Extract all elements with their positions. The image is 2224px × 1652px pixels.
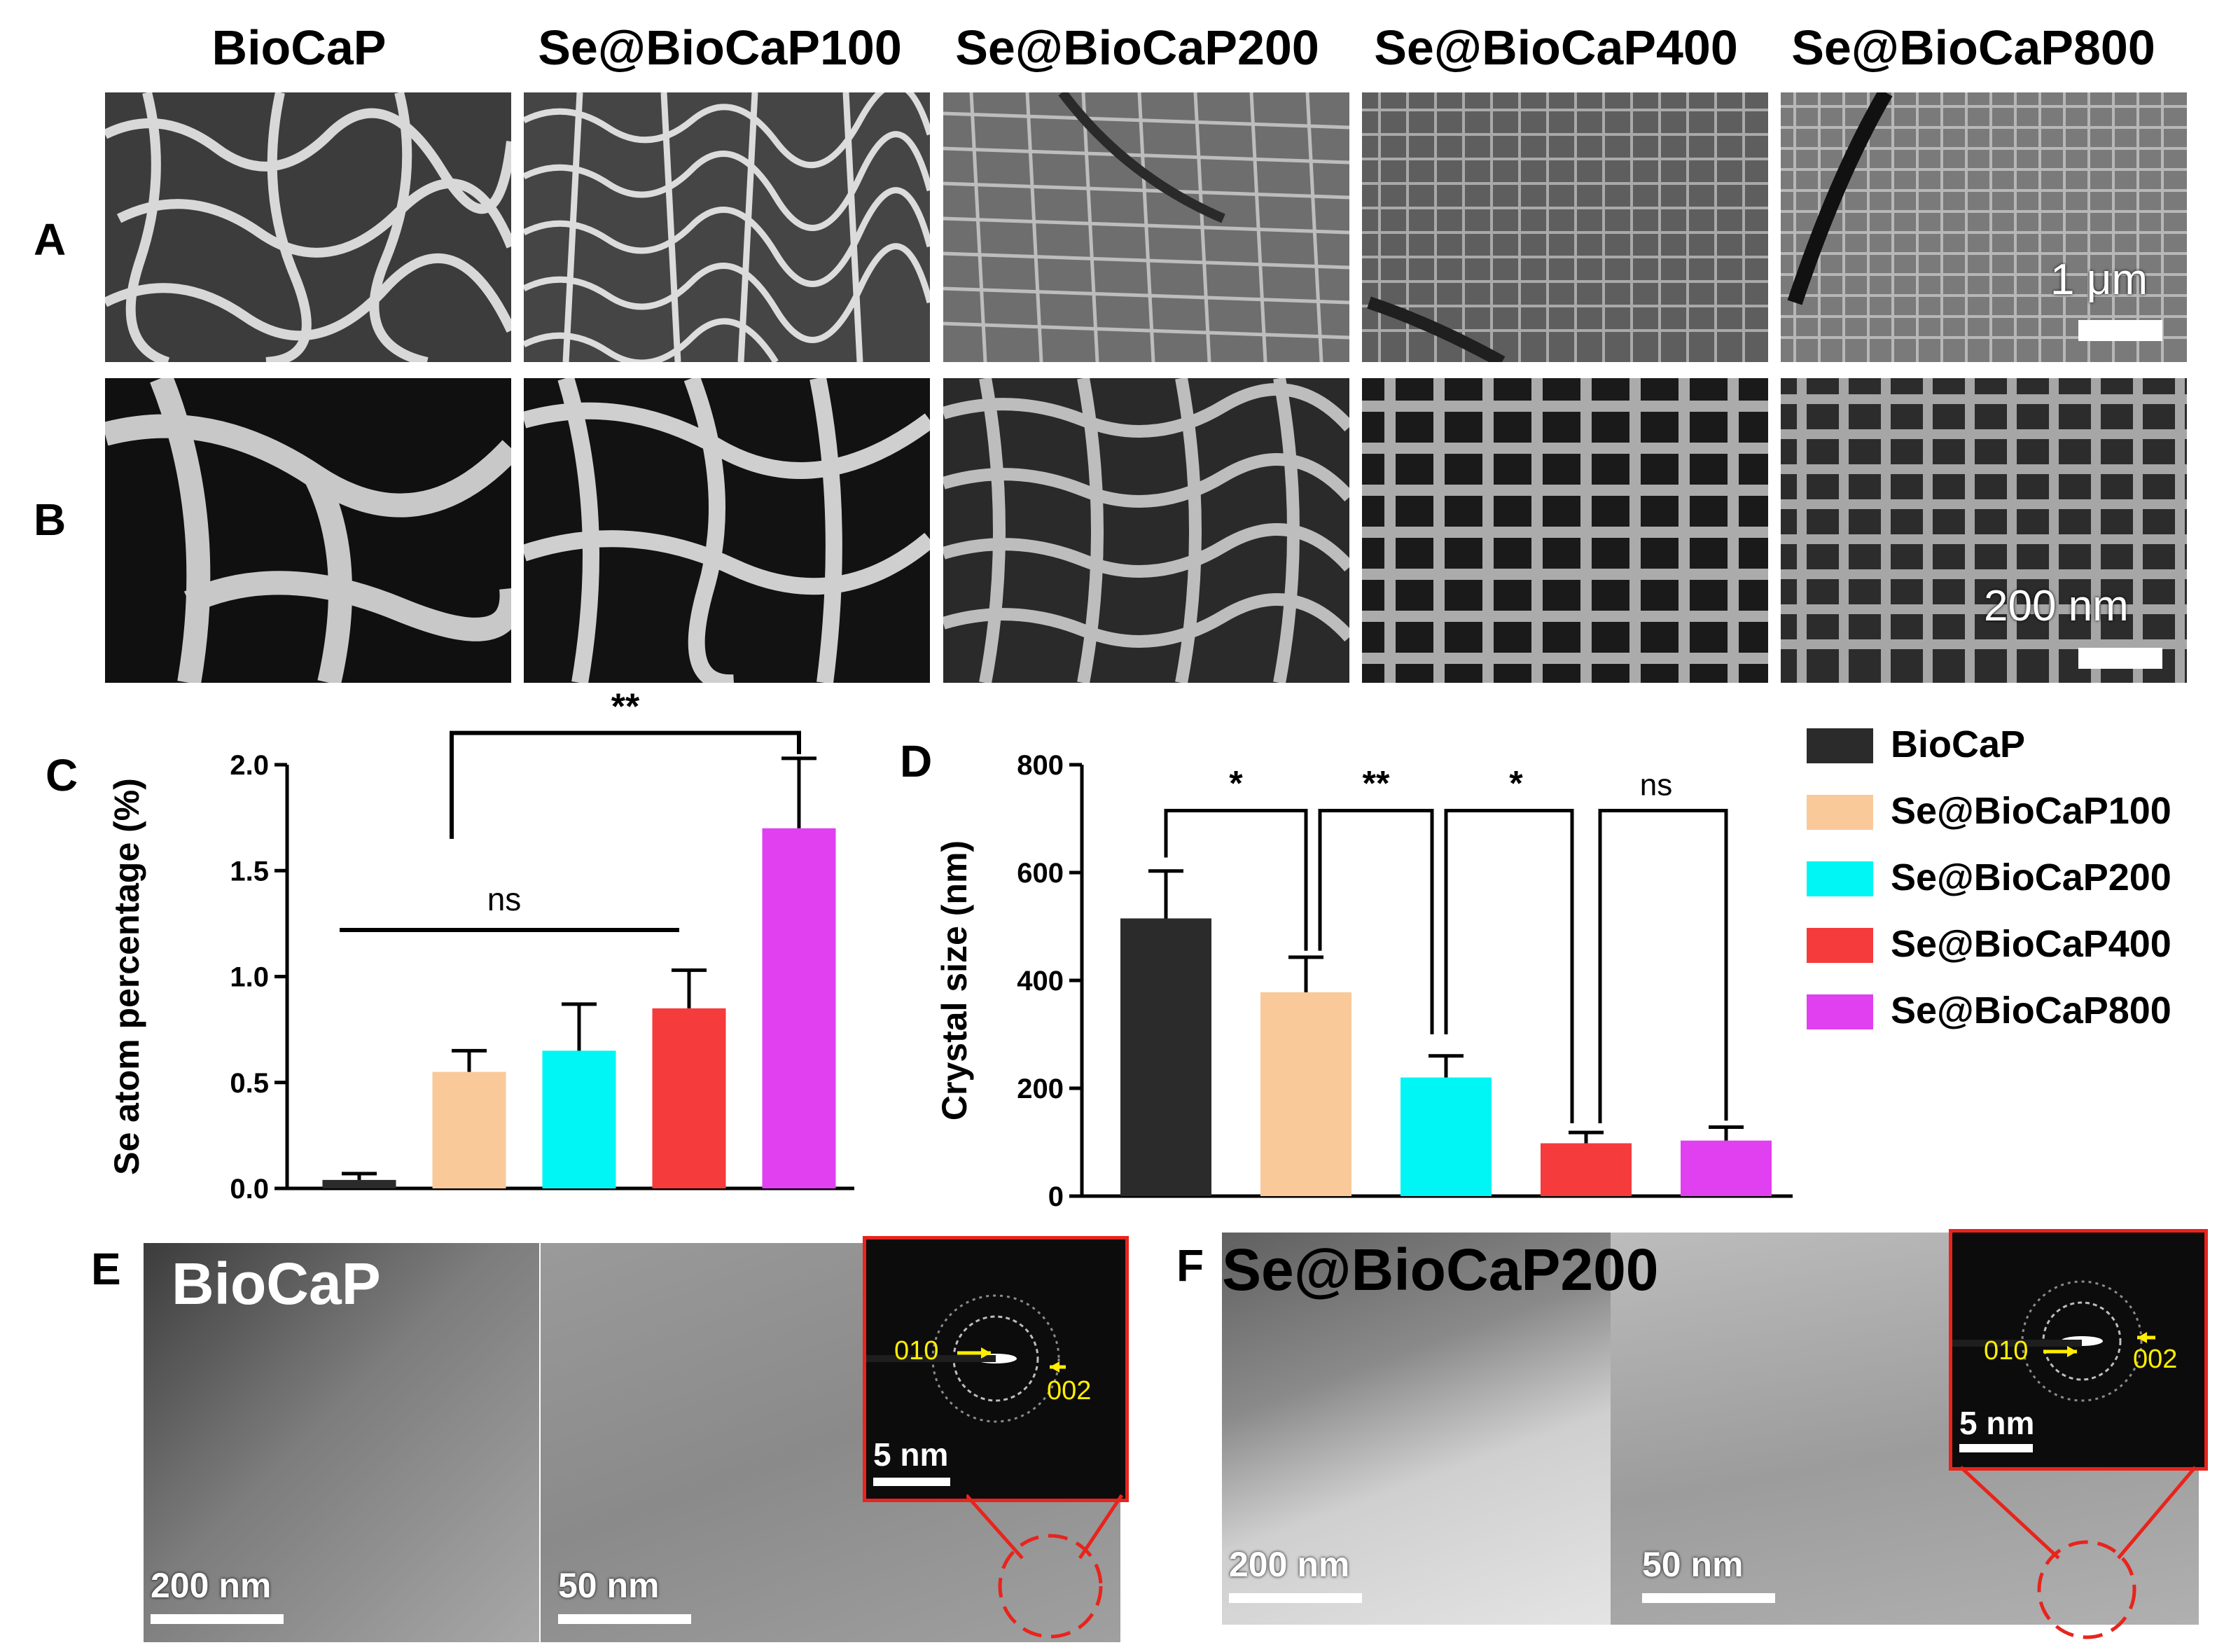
scale-label-e-right: 50 nm [558, 1566, 660, 1605]
legend-swatch-se200 [1807, 861, 1873, 896]
inset-f-scale-label: 5 nm [1959, 1405, 2035, 1441]
scale-label-a: 1 μm [2050, 256, 2148, 304]
y-tick-label: 2.0 [230, 750, 269, 781]
legend-swatch-se400 [1807, 928, 1873, 963]
panel-e-title: BioCaP [172, 1251, 381, 1317]
legend-label-se800: Se@BioCaP800 [1891, 990, 2171, 1032]
legend-label-biocap: BioCaP [1891, 723, 2026, 765]
sem-image-b-se200 [943, 378, 1349, 683]
sig-bracket-2 [1318, 808, 1434, 1034]
scale-label-e-left: 200 nm [151, 1566, 272, 1605]
scale-bar-b [2078, 648, 2162, 669]
chart-c: 0.0 0.5 1.0 1.5 2.0 Se atom percentage (%) ns *… [107, 687, 854, 1205]
panel-f-title: Se@BioCaP200 [1222, 1237, 1659, 1303]
y-axis-label: Crystal size (nm) [935, 840, 974, 1120]
inset-f-label-010: 010 [1984, 1336, 2029, 1366]
tem-image-f-low: 200 nm [1222, 1233, 1611, 1625]
y-tick-label: 0.5 [230, 1068, 269, 1099]
bar-Se@BioCaP800 [762, 828, 836, 1188]
zoom-marker-e [966, 1494, 1124, 1639]
double-star-annotation: ** [611, 687, 640, 728]
scale-label-b: 200 nm [1984, 582, 2129, 630]
annotation-3: * [1509, 763, 1523, 803]
saed-inset-f: 010 002 5 nm [1949, 1229, 2208, 1471]
inset-e-label-002: 002 [1047, 1376, 1092, 1405]
inset-e-label-010: 010 [894, 1336, 939, 1366]
inset-f-label-002: 002 [2133, 1345, 2178, 1374]
scale-bar-e-right [558, 1614, 691, 1624]
y-tick-label: 600 [1017, 858, 1064, 889]
column-title-se400: Se@BioCaP400 [1374, 20, 1738, 75]
saed-inset-e: 010 002 5 nm [863, 1236, 1129, 1502]
column-title-se100: Se@BioCaP100 [538, 20, 902, 75]
bar-Se@BioCaP200 [1401, 1077, 1492, 1196]
sig-bracket-double-star [450, 730, 801, 839]
column-title-se800: Se@BioCaP800 [1791, 20, 2155, 75]
annotation-2: ** [1363, 763, 1390, 803]
column-title-se200: Se@BioCaP200 [955, 20, 1319, 75]
inset-e-scale-bar [873, 1478, 950, 1486]
sem-image-a-se400 [1362, 92, 1768, 362]
sem-image-b-biocap [105, 378, 511, 683]
annotation-4: ns [1640, 768, 1672, 802]
sem-image-a-biocap [105, 92, 511, 362]
bar-Se@BioCaP200 [542, 1050, 616, 1188]
panel-letter-e: E [91, 1244, 121, 1294]
bar-Se@BioCaP400 [1541, 1143, 1632, 1196]
sem-image-a-se200 [943, 92, 1349, 362]
legend-label-se200: Se@BioCaP200 [1891, 856, 2171, 898]
y-tick-label: 800 [1017, 750, 1064, 781]
legend-swatch-se100 [1807, 795, 1873, 830]
sig-bracket-3 [1444, 808, 1574, 1124]
sem-image-a-se800: 1 μm [1781, 92, 2187, 362]
legend-swatch-se800 [1807, 994, 1873, 1029]
scale-bar-e-left [151, 1614, 284, 1624]
bar-Se@BioCaP100 [1260, 992, 1351, 1196]
legend-label-se100: Se@BioCaP100 [1891, 790, 2171, 832]
column-title-biocap: BioCaP [211, 20, 387, 75]
sig-bracket-4 [1598, 808, 1728, 1124]
panel-letter-c: C [46, 750, 78, 800]
y-axis-label: Se atom percentage (%) [107, 778, 146, 1175]
zoom-marker-f [1961, 1466, 2197, 1639]
y-tick-label: 400 [1017, 966, 1064, 997]
scale-bar-a [2078, 320, 2162, 341]
y-tick-label: 1.0 [230, 962, 269, 993]
scale-bar-f-left [1229, 1593, 1362, 1603]
annotation-1: * [1229, 763, 1243, 803]
scale-label-f-left: 200 nm [1229, 1545, 1350, 1584]
sem-image-a-se100 [524, 92, 930, 362]
sem-image-b-se100 [524, 378, 930, 683]
y-tick-label: 1.5 [230, 856, 269, 887]
bar-BioCaP [1120, 918, 1211, 1196]
sig-bracket-1 [1164, 808, 1308, 951]
inset-f-scale-bar [1959, 1444, 2033, 1452]
legend: BioCaP Se@BioCaP100 Se@BioCaP200 Se@BioC… [1807, 714, 2199, 1050]
bar-BioCaP [322, 1179, 396, 1188]
bar-Se@BioCaP400 [652, 1008, 726, 1188]
panel-letter-f: F [1176, 1240, 1204, 1291]
sem-image-b-se800: 200 nm [1781, 378, 2187, 683]
scale-label-f-right: 50 nm [1642, 1545, 1744, 1584]
y-tick-label: 200 [1017, 1074, 1064, 1104]
y-tick-label: 0.0 [230, 1174, 269, 1205]
panel-letter-a: A [34, 214, 67, 265]
ns-annotation: ns [487, 881, 522, 917]
legend-label-se400: Se@BioCaP400 [1891, 923, 2171, 965]
sem-image-b-se400 [1362, 378, 1768, 683]
tem-image-e-low: BioCaP 200 nm [144, 1243, 539, 1642]
scale-bar-f-right [1642, 1593, 1775, 1603]
bar-Se@BioCaP100 [432, 1071, 506, 1188]
y-tick-label: 0 [1048, 1181, 1064, 1212]
bar-Se@BioCaP800 [1681, 1140, 1772, 1196]
panel-letter-b: B [34, 494, 67, 545]
panel-letter-d: D [900, 736, 933, 786]
inset-e-scale-label: 5 nm [873, 1436, 949, 1473]
legend-swatch-biocap [1807, 728, 1873, 763]
